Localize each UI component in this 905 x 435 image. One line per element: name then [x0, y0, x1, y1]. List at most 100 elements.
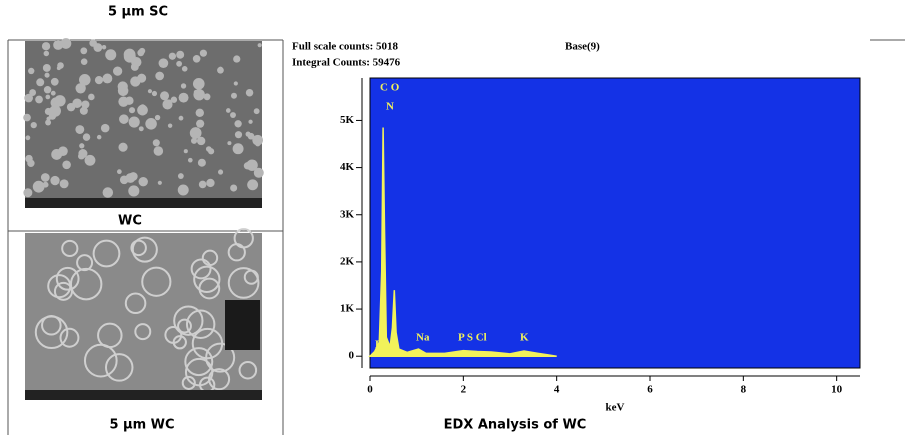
texture [51, 149, 63, 160]
texture [79, 106, 88, 115]
texture [54, 95, 66, 107]
texture [119, 114, 129, 124]
y-tick-label: 2K [340, 255, 355, 267]
x-tick-label: 2 [461, 384, 467, 396]
peak-label: P S Cl [458, 332, 487, 344]
texture [181, 375, 196, 390]
texture [29, 89, 37, 96]
texture [76, 85, 84, 93]
texture [147, 89, 153, 94]
texture [60, 38, 72, 49]
texture [234, 131, 243, 139]
texture [160, 91, 170, 101]
texture [105, 49, 117, 61]
texture [131, 236, 158, 263]
texture [187, 157, 193, 163]
texture [34, 315, 69, 350]
texture [196, 136, 206, 146]
y-tick-label: 5K [340, 114, 355, 126]
caption: WC [118, 214, 142, 229]
texture [61, 239, 79, 258]
texture [190, 137, 198, 144]
texture [192, 54, 201, 63]
texture [40, 173, 50, 182]
texture [78, 148, 88, 159]
chart-title: EDX Analysis of WC [444, 418, 587, 433]
texture [233, 55, 241, 63]
texture [79, 143, 85, 149]
texture [35, 95, 43, 104]
texture [123, 48, 136, 61]
texture [145, 118, 157, 130]
header-text: Full scale counts: 5018 [292, 41, 399, 53]
texture [104, 353, 134, 382]
texture [131, 173, 137, 178]
texture [42, 64, 51, 72]
texture [83, 343, 118, 378]
texture [227, 243, 246, 262]
texture [158, 58, 169, 69]
y-tick-label: 0 [349, 350, 355, 362]
texture [101, 44, 107, 50]
texture [76, 100, 82, 105]
texture [119, 175, 129, 185]
texture [233, 81, 238, 86]
texture [130, 63, 139, 71]
texture [42, 181, 49, 188]
texture [80, 58, 88, 65]
y-tick-label: 4K [340, 161, 355, 173]
texture [151, 90, 158, 97]
texture [257, 43, 262, 48]
texture [23, 113, 31, 122]
texture [36, 78, 45, 87]
texture [253, 167, 264, 178]
texture [184, 357, 214, 387]
texture [184, 347, 214, 377]
texture [59, 327, 80, 348]
texture [102, 73, 113, 84]
x-tick-label: 6 [647, 384, 653, 396]
texture [201, 249, 219, 267]
sem-image [25, 228, 262, 400]
texture [44, 107, 52, 115]
texture [176, 50, 185, 59]
texture [94, 76, 104, 85]
header-text: Integral Counts: 59476 [292, 57, 401, 69]
texture [227, 141, 232, 146]
peak-label: K [520, 332, 529, 344]
header-text: Base(9) [565, 41, 600, 53]
texture [43, 50, 50, 57]
texture [27, 159, 35, 168]
texture [25, 135, 31, 141]
texture [82, 133, 91, 141]
texture [46, 116, 51, 121]
texture [59, 179, 69, 189]
texture [138, 106, 147, 115]
texture [230, 92, 237, 99]
texture [23, 188, 33, 198]
texture [44, 72, 50, 78]
texture [53, 281, 73, 301]
texture [230, 112, 236, 118]
texture [173, 305, 204, 336]
texture [178, 92, 189, 103]
texture [76, 254, 94, 272]
texture [197, 158, 206, 167]
texture [128, 107, 136, 114]
texture [138, 126, 144, 132]
texture [205, 342, 236, 373]
texture [75, 125, 85, 134]
texture [62, 160, 71, 170]
x-tick-label: 8 [741, 384, 747, 396]
texture [57, 62, 64, 69]
texture [155, 71, 165, 81]
texture [32, 180, 45, 193]
texture [253, 108, 260, 115]
texture [177, 173, 184, 179]
texture [183, 149, 188, 154]
texture [247, 179, 259, 191]
texture [199, 49, 207, 57]
texture [78, 73, 91, 86]
texture [195, 108, 204, 118]
